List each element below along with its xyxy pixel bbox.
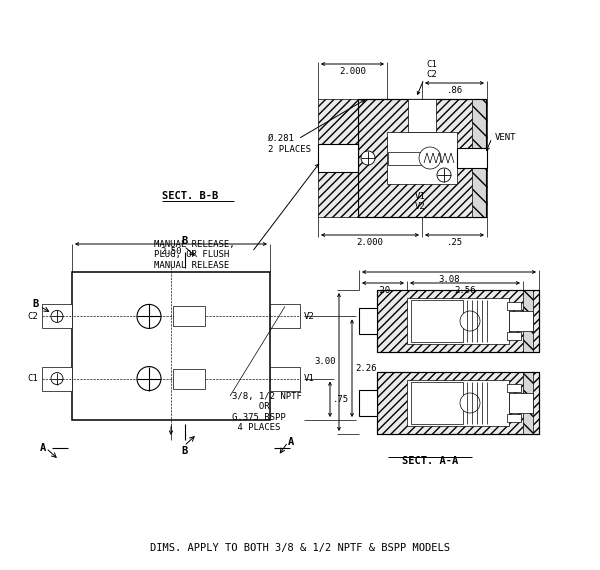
Bar (457, 148, 487, 168)
Text: 2.56: 2.56 (454, 286, 476, 295)
Bar (42, 304, 72, 328)
Bar (377, 290, 539, 352)
Bar (472, 99, 487, 148)
Circle shape (51, 311, 63, 323)
Bar (173, 369, 205, 389)
Text: MANUAL RELEASE,
PLUG, OR FLUSH
MANUAL RELEASE: MANUAL RELEASE, PLUG, OR FLUSH MANUAL RE… (154, 240, 235, 270)
Text: 2.000: 2.000 (356, 238, 383, 247)
Text: SECT. A-A: SECT. A-A (402, 456, 458, 466)
Bar (509, 311, 533, 331)
Bar (359, 308, 377, 334)
Bar (358, 99, 486, 217)
Text: .75: .75 (333, 395, 349, 404)
Bar (359, 390, 377, 416)
Text: C1: C1 (27, 374, 38, 383)
Text: 3.08: 3.08 (438, 275, 460, 284)
Circle shape (137, 367, 161, 390)
Text: DIMS. APPLY TO BOTH 3/8 & 1/2 NPTF & BSPP MODELS: DIMS. APPLY TO BOTH 3/8 & 1/2 NPTF & BSP… (150, 543, 450, 553)
Bar (173, 307, 205, 327)
Text: 2.26: 2.26 (355, 364, 377, 373)
Text: Ø.281
2 PLACES: Ø.281 2 PLACES (268, 135, 311, 154)
Circle shape (137, 304, 161, 328)
Bar (377, 372, 539, 434)
Text: C2: C2 (27, 312, 38, 321)
Bar (472, 168, 487, 217)
Text: O: O (148, 319, 154, 328)
Bar (270, 367, 300, 390)
Bar (407, 298, 509, 344)
Bar (523, 290, 533, 352)
Bar (377, 290, 539, 352)
Bar (318, 144, 358, 172)
Circle shape (437, 168, 451, 182)
Text: A: A (40, 443, 46, 453)
Bar (318, 172, 358, 217)
Bar (523, 372, 533, 434)
Bar (387, 132, 457, 184)
Circle shape (419, 147, 441, 169)
Text: A: A (288, 437, 294, 447)
Bar (72, 272, 270, 420)
Bar (507, 414, 521, 422)
Bar (388, 152, 424, 165)
Text: B: B (181, 446, 187, 456)
Bar (318, 99, 358, 144)
Text: 3.00: 3.00 (314, 357, 336, 367)
Circle shape (51, 373, 63, 385)
Text: SECT. B-B: SECT. B-B (162, 191, 218, 201)
Text: B: B (33, 299, 39, 310)
Bar (411, 300, 463, 342)
Circle shape (361, 151, 375, 165)
Bar (507, 302, 521, 310)
Bar (42, 367, 72, 390)
Text: .20: .20 (375, 286, 391, 295)
Text: C1
C2: C1 C2 (426, 60, 437, 79)
Bar (507, 332, 521, 340)
Bar (509, 393, 533, 413)
Text: .25: .25 (446, 238, 463, 247)
Text: V1: V1 (304, 374, 315, 383)
Text: V2: V2 (304, 312, 315, 321)
Text: 3/8, 1/2 NPTF
     OR
G.375 BSPP
 4 PLACES: 3/8, 1/2 NPTF OR G.375 BSPP 4 PLACES (232, 392, 302, 432)
Circle shape (460, 311, 480, 331)
Text: .86: .86 (446, 86, 463, 95)
Bar (507, 384, 521, 392)
Bar (408, 99, 436, 132)
Bar (411, 382, 463, 424)
Bar (358, 99, 486, 217)
Text: O: O (148, 381, 154, 390)
Text: 2.50: 2.50 (160, 247, 182, 256)
Text: 2.000: 2.000 (339, 67, 366, 76)
Bar (270, 304, 300, 328)
Text: V1
V2: V1 V2 (415, 192, 425, 211)
Bar (407, 380, 509, 426)
Bar (377, 372, 539, 434)
Circle shape (460, 393, 480, 413)
Text: VENT: VENT (495, 133, 517, 142)
Text: B: B (181, 236, 187, 246)
